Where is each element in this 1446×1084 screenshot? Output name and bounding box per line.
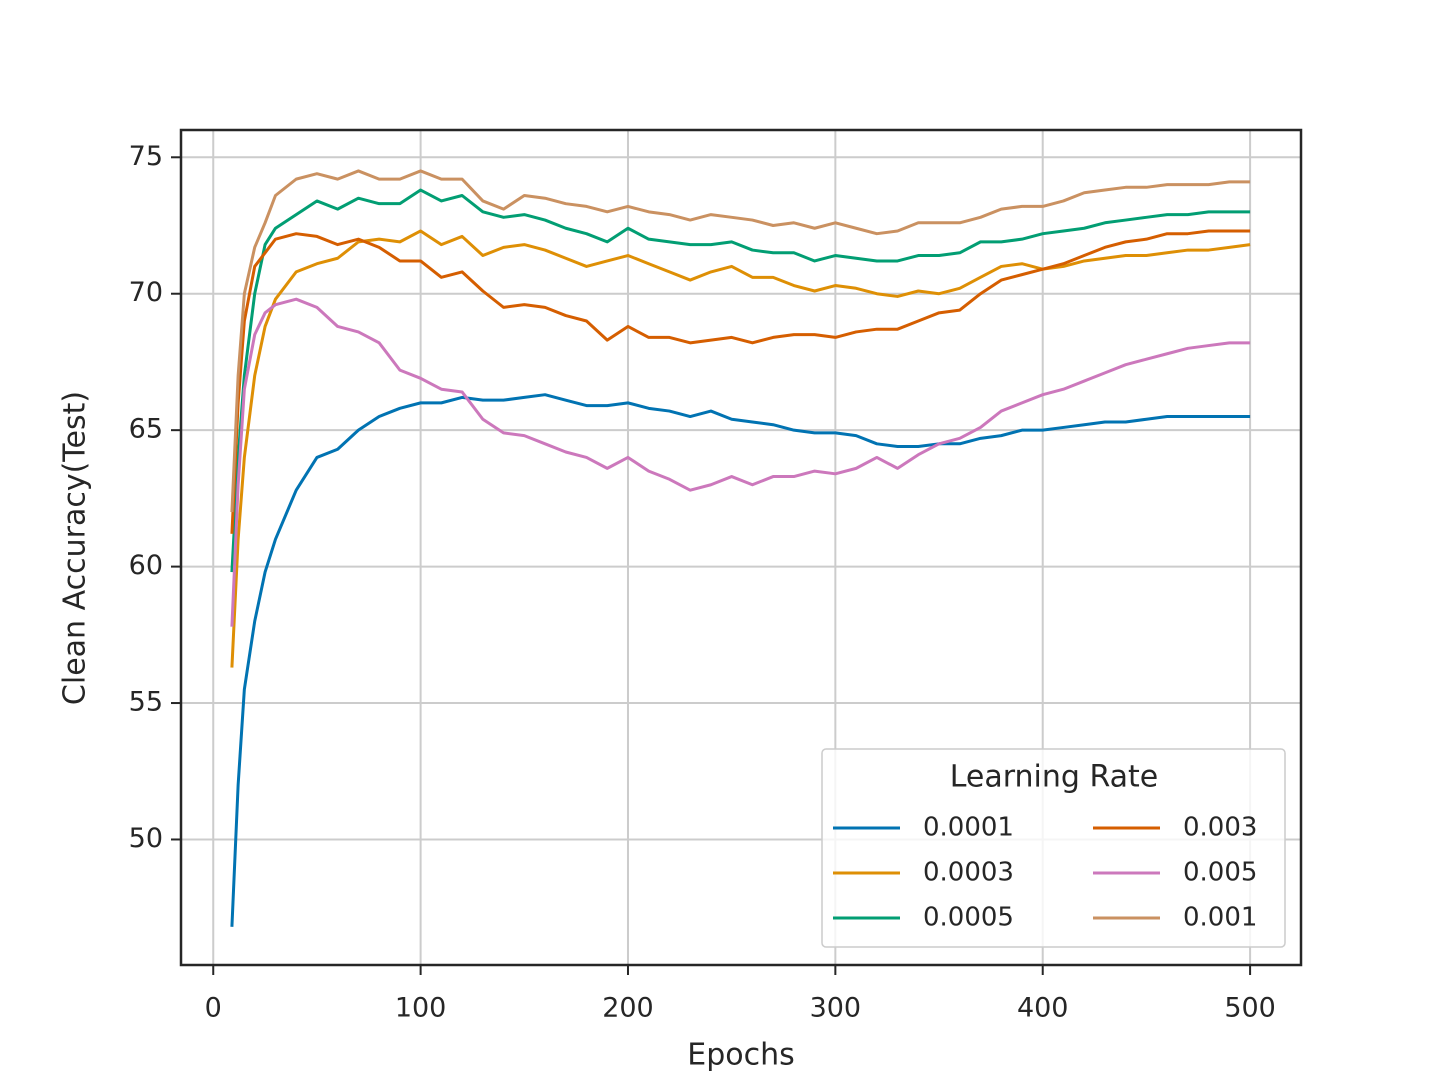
series-line	[230, 393, 1251, 927]
y-axis-label: Clean Accuracy(Test)	[58, 391, 93, 705]
series-line	[230, 169, 1251, 513]
x-tick-label: 400	[1017, 993, 1069, 1024]
x-tick-label: 0	[205, 993, 222, 1024]
legend-title: Learning Rate	[950, 760, 1159, 795]
x-tick-label: 300	[810, 993, 862, 1024]
series-line	[230, 188, 1251, 573]
series-line	[230, 229, 1251, 668]
x-tick-label: 100	[395, 993, 447, 1024]
y-tick-label: 50	[129, 823, 163, 854]
y-tick-label: 75	[129, 141, 163, 172]
y-tick-label: 60	[129, 550, 163, 581]
legend-box	[821, 748, 1286, 948]
y-tick-label: 55	[129, 687, 163, 718]
series-line	[230, 297, 1251, 627]
plot-lines	[230, 169, 1251, 927]
x-tick-label: 200	[602, 993, 654, 1024]
legend-label: 0.0003	[923, 858, 1014, 888]
legend-label: 0.001	[1183, 903, 1257, 933]
legend-label: 0.0001	[923, 813, 1014, 843]
y-tick-label: 70	[129, 277, 163, 308]
legend-label: 0.003	[1183, 813, 1257, 843]
series-line	[230, 229, 1251, 534]
plot-frame	[179, 128, 1303, 967]
grid	[181, 130, 1301, 965]
legend: Learning Rate 0.0001 0.0003 0.0005 0.003 0.0…	[821, 748, 1286, 948]
x-tick-label: 500	[1224, 993, 1276, 1024]
x-axis-label: Epochs	[687, 1038, 795, 1073]
legend-label: 0.005	[1183, 858, 1257, 888]
y-tick-label: 65	[129, 414, 163, 445]
legend-label: 0.0005	[923, 903, 1014, 933]
